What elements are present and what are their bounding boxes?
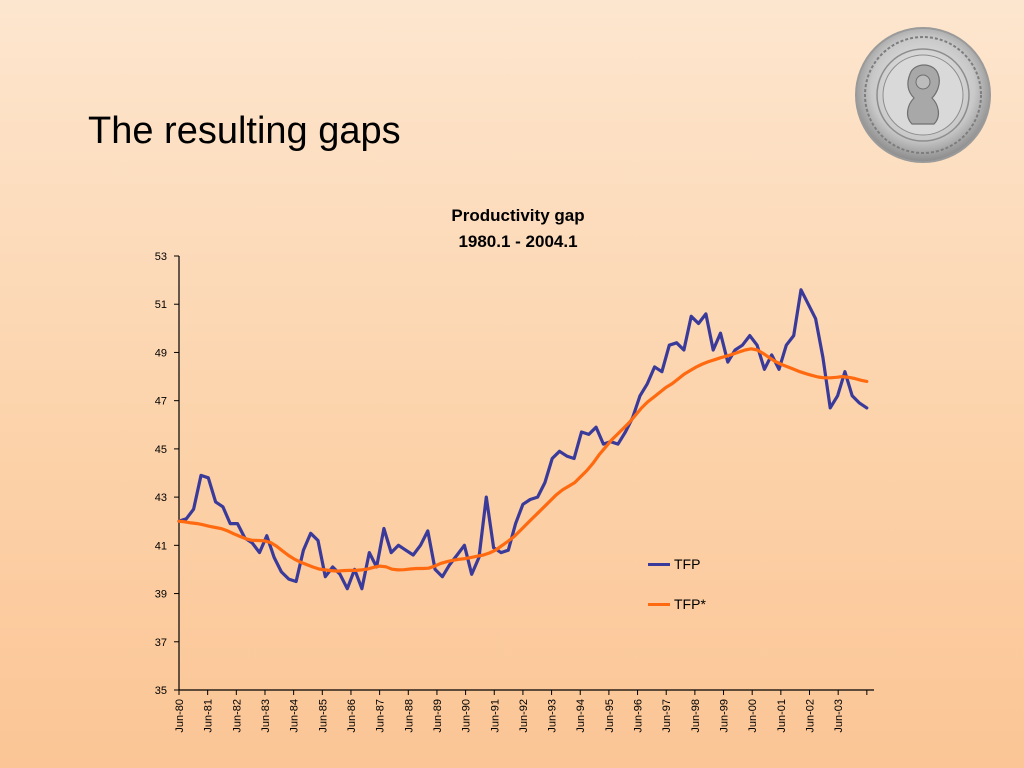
x-tick-label: Jun-81 — [203, 699, 215, 733]
x-tick-label: Jun-92 — [518, 699, 530, 733]
y-tick-label: 43 — [155, 492, 167, 504]
x-tick-label: Jun-83 — [260, 699, 272, 733]
y-tick-label: 51 — [155, 299, 167, 311]
series-line-tfp-star — [177, 347, 869, 573]
x-tick-label: Jun-82 — [231, 699, 243, 733]
x-tick-label: Jun-91 — [489, 699, 501, 733]
x-tick-label: Jun-88 — [403, 699, 415, 733]
legend-entry-tfp-star: TFP* — [648, 596, 706, 612]
legend-entry-tfp: TFP — [648, 556, 700, 572]
chart-title: Productivity gap — [451, 206, 585, 225]
x-tick-label: Jun-03 — [833, 699, 845, 733]
x-tick-label: Jun-90 — [461, 699, 473, 733]
silver-seal-emblem-icon — [855, 27, 991, 163]
legend-label-tfp: TFP — [674, 556, 701, 572]
y-tick-label: 53 — [155, 251, 167, 263]
y-tick-label: 45 — [155, 444, 167, 456]
y-tick-label: 35 — [155, 685, 167, 697]
legend-swatch-tfp — [648, 562, 670, 566]
x-tick-label: Jun-95 — [604, 699, 616, 733]
x-tick-label: Jun-87 — [375, 699, 387, 733]
x-tick-label: Jun-02 — [805, 699, 817, 733]
chart-subtitle: 1980.1 - 2004.1 — [458, 232, 578, 251]
x-tick-label: Jun-97 — [661, 699, 673, 733]
x-tick-label: Jun-98 — [690, 699, 702, 733]
x-tick-label: Jun-89 — [432, 699, 444, 733]
x-tick-label: Jun-96 — [633, 699, 645, 733]
x-tick-label: Jun-93 — [547, 699, 559, 733]
x-tick-label: Jun-01 — [776, 699, 788, 733]
y-tick-label: 47 — [155, 396, 167, 408]
y-tick-label: 41 — [155, 540, 167, 552]
y-tick-label: 39 — [155, 589, 167, 601]
y-tick-label: 49 — [155, 347, 167, 359]
x-tick-label: Jun-86 — [346, 699, 358, 733]
x-tick-label: Jun-94 — [575, 699, 587, 733]
x-tick-label: Jun-00 — [747, 699, 759, 733]
y-tick-label: 37 — [155, 637, 167, 649]
x-tick-label: Jun-99 — [719, 699, 731, 733]
x-tick-label: Jun-85 — [317, 699, 329, 733]
series-line-tfp — [177, 288, 869, 591]
slide-title: The resulting gaps — [88, 110, 401, 152]
x-tick-label: Jun-84 — [289, 699, 301, 733]
legend-swatch-tfp-star — [648, 602, 670, 606]
legend-label-tfp-star: TFP* — [674, 596, 706, 612]
x-tick-label: Jun-80 — [174, 699, 186, 733]
